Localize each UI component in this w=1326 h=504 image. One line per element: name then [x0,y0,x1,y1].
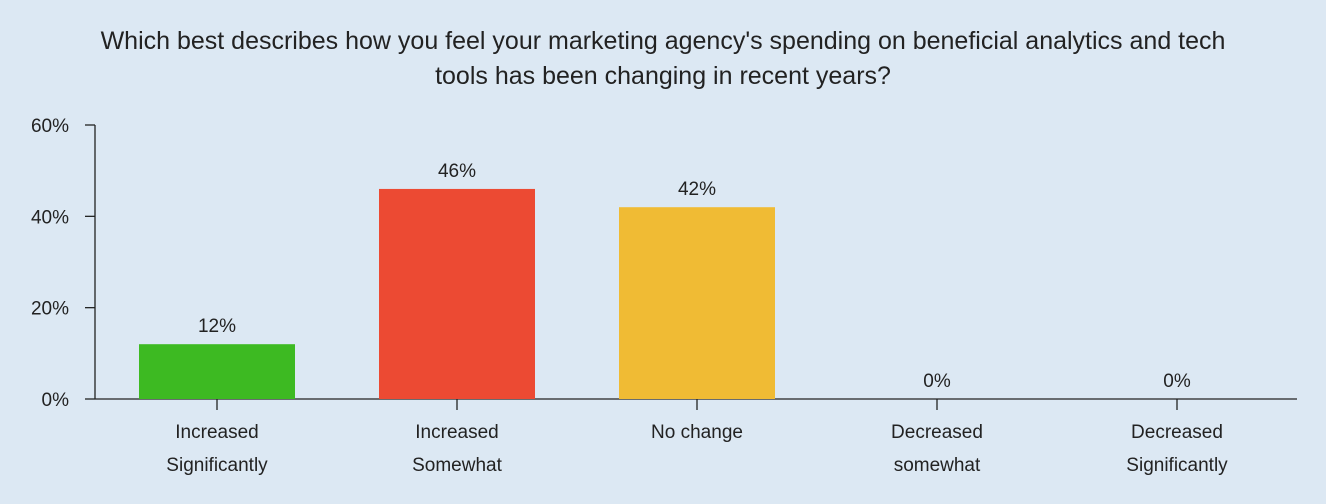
category-label: Significantly [166,455,268,476]
category-label: Increased [415,422,498,443]
y-tick-label: 0% [42,390,70,411]
y-tick-label: 40% [31,207,69,228]
y-tick-label: 60% [31,116,69,137]
chart-title-line-1: Which best describes how you feel your m… [100,27,1226,55]
y-tick-label: 20% [31,299,69,320]
bar [139,344,295,399]
category-label: somewhat [894,455,981,476]
data-label: 0% [923,371,951,392]
data-label: 42% [678,179,716,200]
category-label: Decreased [1131,422,1223,443]
category-label: Increased [175,422,258,443]
data-label: 0% [1163,371,1191,392]
data-label: 46% [438,161,476,182]
category-label: Significantly [1126,455,1228,476]
bar [379,188,535,399]
bar [619,207,775,399]
chart-title: Which best describes how you feel your m… [0,24,1326,94]
chart-title-line-2: tools has been changing in recent years? [435,62,891,90]
category-label: No change [651,422,743,443]
category-label: Decreased [891,422,983,443]
data-label: 12% [198,316,236,337]
category-label: Somewhat [412,455,502,476]
